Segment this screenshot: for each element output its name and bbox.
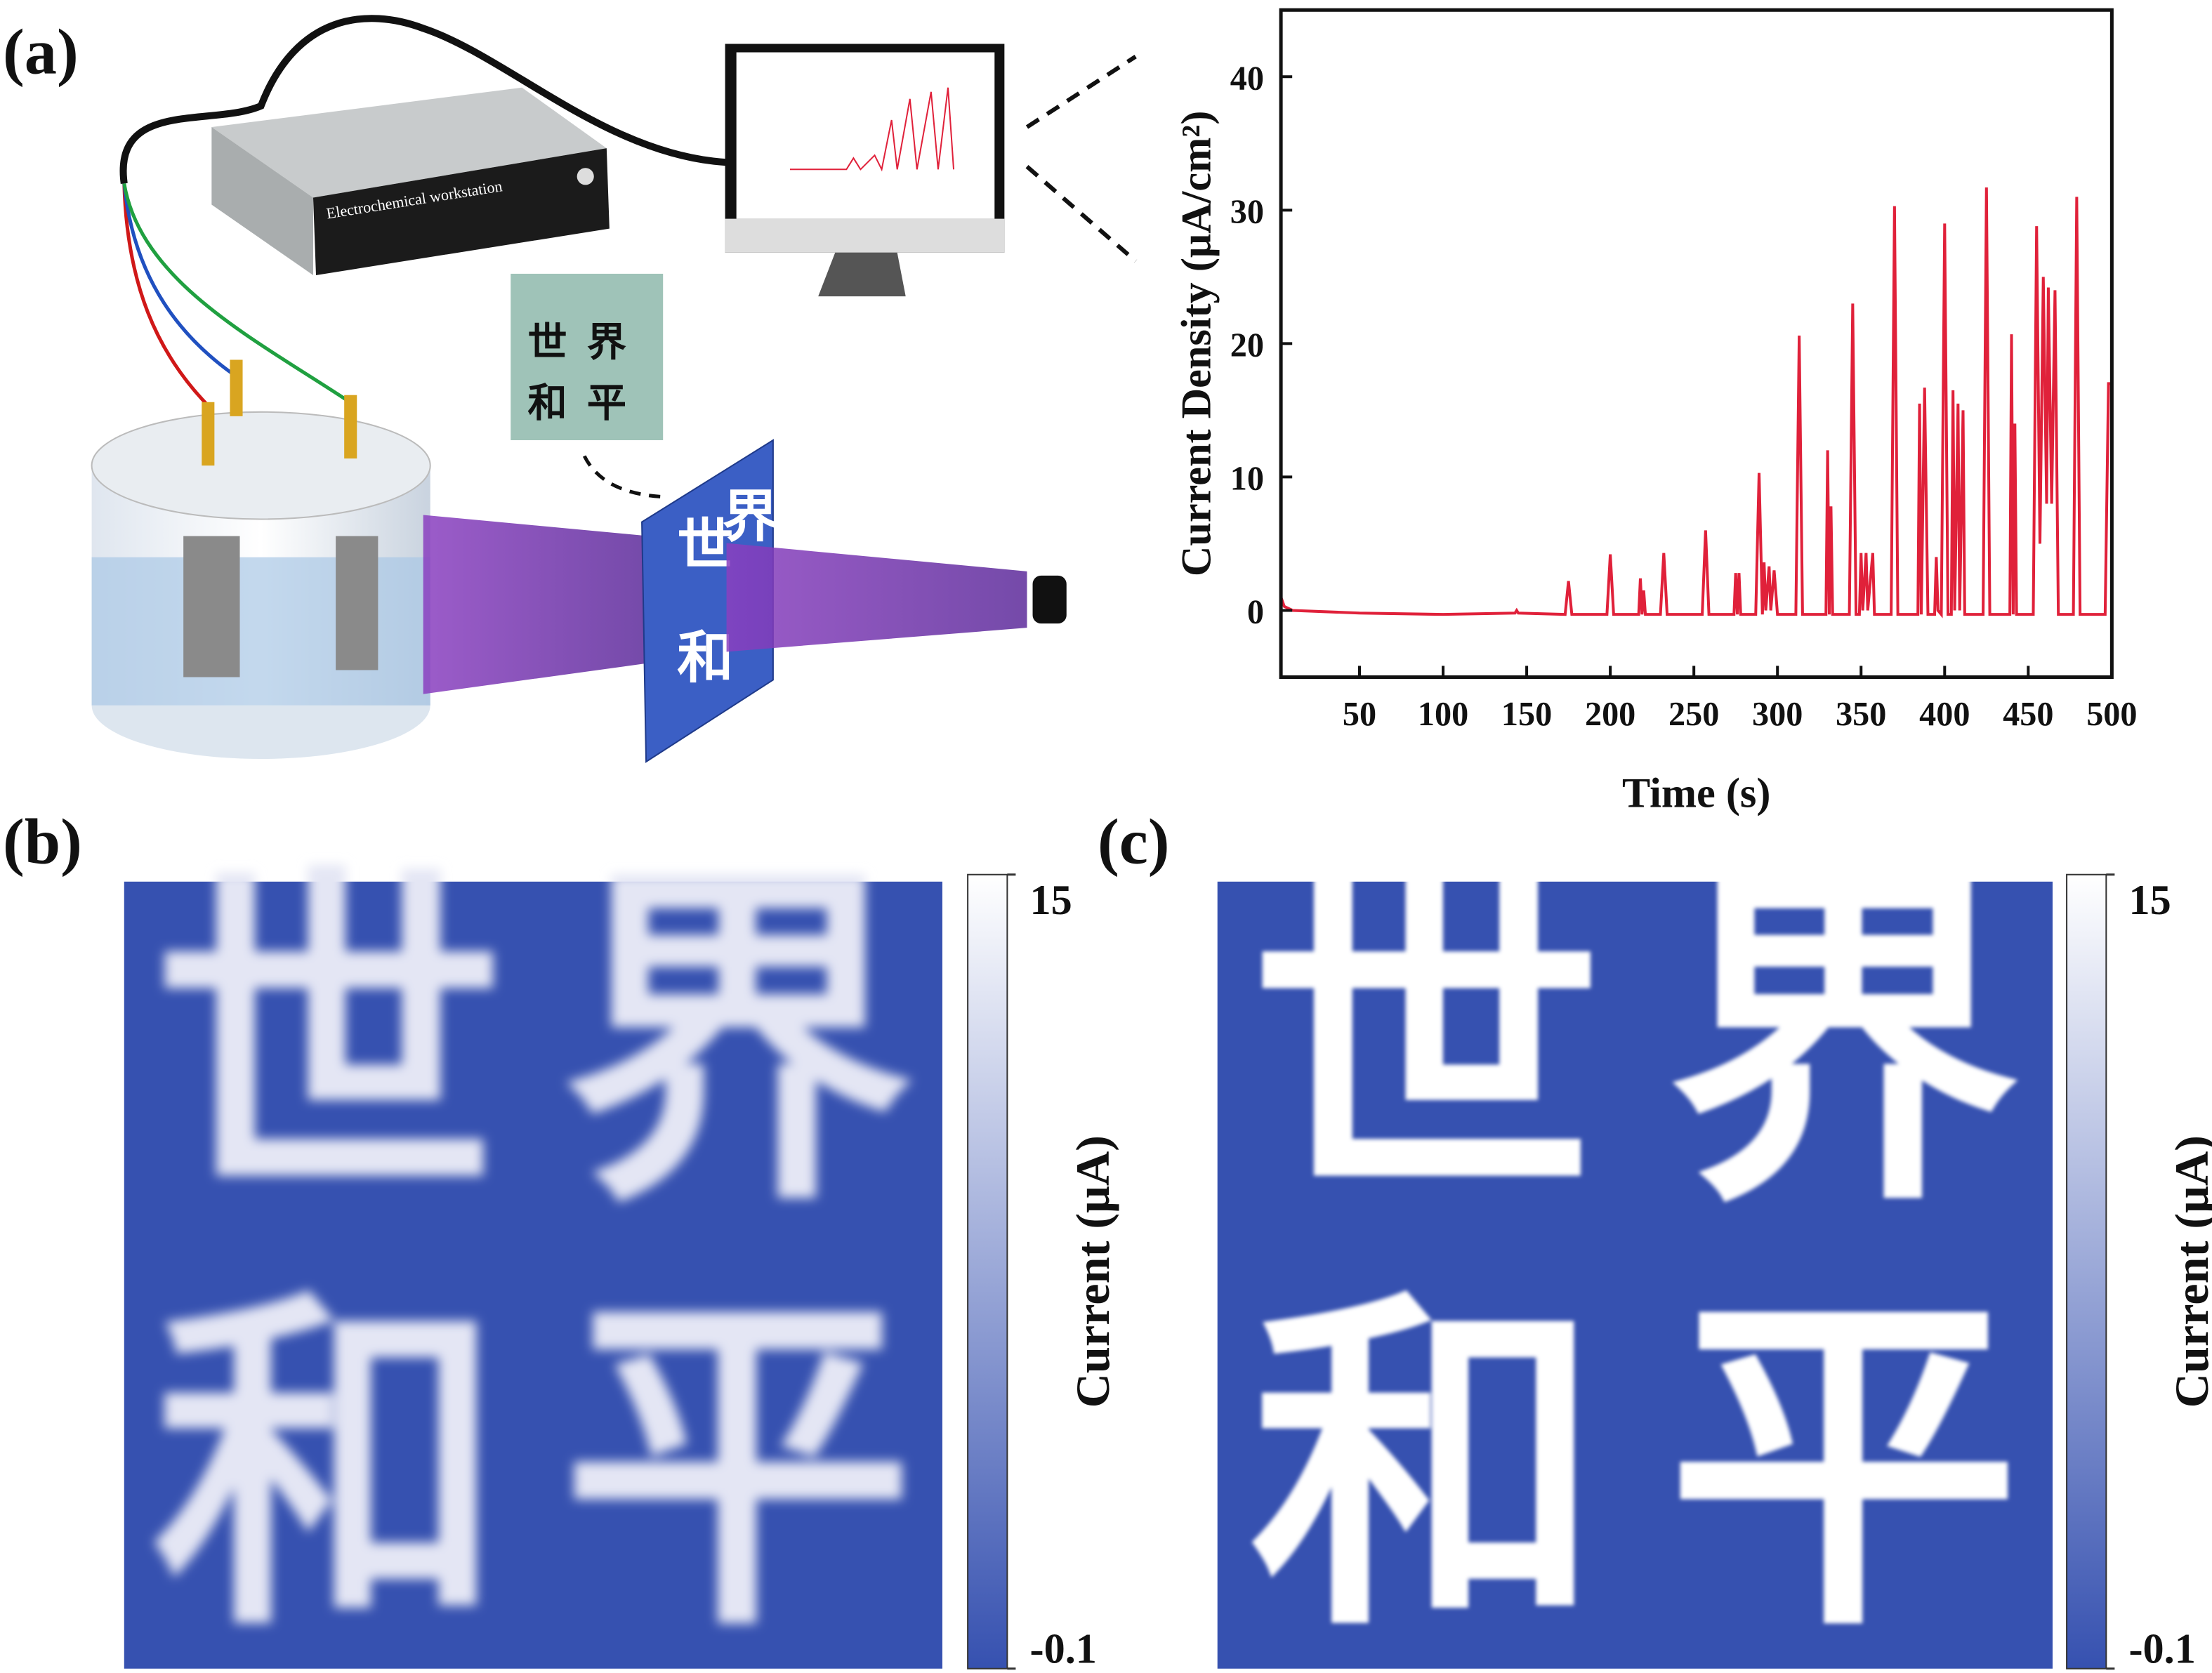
heatmap-panel: 世界和平 -0.1 15 Current (μA) bbox=[124, 838, 1119, 1673]
photo-arrow bbox=[579, 448, 661, 498]
electrode bbox=[336, 536, 378, 670]
mask-char: 界 bbox=[723, 484, 779, 550]
electrode bbox=[183, 536, 240, 677]
heatmap-character: 世 bbox=[1250, 838, 1602, 1248]
x-tick-label: 300 bbox=[1752, 696, 1803, 733]
pin bbox=[344, 395, 357, 459]
workstation-side bbox=[211, 127, 313, 275]
zoom-line bbox=[1025, 164, 1138, 263]
beam bbox=[423, 515, 650, 694]
heatmap-character: 和 bbox=[152, 1264, 505, 1673]
monitor-trace bbox=[790, 87, 955, 172]
y-tick-label: 0 bbox=[1247, 594, 1264, 631]
y-tick-label: 20 bbox=[1230, 326, 1264, 364]
mask-char: 世 bbox=[677, 512, 733, 578]
photo-char: 界 bbox=[587, 319, 626, 365]
photo-char: 世 bbox=[527, 319, 567, 365]
monitor-bezel bbox=[725, 218, 1005, 253]
heatmap-character: 世 bbox=[152, 838, 505, 1248]
x-tick-label: 200 bbox=[1585, 696, 1635, 733]
y-axis-label: Current Density (μA/cm²) bbox=[1173, 111, 1220, 577]
heatmap-character: 平 bbox=[1668, 1264, 2020, 1673]
colorbar-tick-label: -0.1 bbox=[1030, 1626, 1097, 1673]
workstation-knob bbox=[577, 168, 594, 185]
workstation-front bbox=[312, 148, 610, 275]
mask-char: 和 bbox=[677, 624, 733, 690]
panel-label: (a) bbox=[3, 16, 79, 88]
wire-green bbox=[122, 183, 351, 404]
colorbar-tick-label: 15 bbox=[2128, 877, 2171, 924]
heatmap-character: 平 bbox=[562, 1264, 914, 1673]
monitor-stand bbox=[818, 252, 906, 297]
y-tick-label: 10 bbox=[1230, 461, 1264, 498]
heatmap-character: 和 bbox=[1250, 1264, 1602, 1673]
laser bbox=[1032, 575, 1067, 624]
x-tick-label: 50 bbox=[1343, 696, 1376, 733]
pin bbox=[202, 402, 215, 466]
zoom-line bbox=[1025, 55, 1137, 129]
photo-char: 平 bbox=[587, 381, 626, 426]
workstation-top bbox=[211, 87, 607, 198]
x-tick-label: 250 bbox=[1668, 696, 1719, 733]
wire-red bbox=[122, 183, 213, 411]
setup-diagram: Electrochemical workstation 世 界 和 平 世 界 … bbox=[91, 15, 1138, 763]
heatmap-character: 界 bbox=[562, 838, 914, 1248]
heatmap-panel: 世界和平 -0.1 15 Current (μA) bbox=[1217, 838, 2212, 1673]
colorbar-label: Current (μA) bbox=[2165, 1135, 2212, 1408]
heatmap-background bbox=[124, 881, 942, 1669]
x-tick-label: 450 bbox=[2003, 696, 2053, 733]
panel-label: (b) bbox=[3, 806, 82, 878]
x-tick-label: 100 bbox=[1418, 696, 1468, 733]
monitor-screen bbox=[736, 52, 995, 219]
photo-char: 和 bbox=[527, 381, 567, 426]
colorbar-label: Current (μA) bbox=[1066, 1135, 1119, 1408]
colorbar bbox=[967, 873, 1008, 1669]
beam bbox=[726, 543, 1027, 652]
electrolyte bbox=[91, 557, 430, 706]
colorbar bbox=[2066, 873, 2107, 1669]
y-tick-label: 30 bbox=[1230, 193, 1264, 230]
cable bbox=[119, 15, 727, 185]
x-tick-label: 400 bbox=[1919, 696, 1970, 733]
heatmap-background bbox=[1217, 881, 2053, 1669]
cell-lid bbox=[91, 411, 431, 520]
colorbar-tick-label: 15 bbox=[1030, 877, 1072, 924]
colorbar-tick-label: -0.1 bbox=[2128, 1626, 2195, 1673]
x-tick-label: 150 bbox=[1501, 696, 1552, 733]
y-tick-label: 40 bbox=[1230, 60, 1264, 97]
photo bbox=[511, 273, 664, 440]
mask bbox=[641, 439, 774, 763]
data-line bbox=[1279, 187, 2110, 619]
heatmap-character: 界 bbox=[1668, 838, 2020, 1248]
panel-label: (c) bbox=[1098, 806, 1170, 878]
x-axis-label: Time (s) bbox=[1622, 769, 1770, 816]
pin bbox=[230, 359, 243, 416]
wire-blue bbox=[122, 183, 234, 376]
x-tick-label: 500 bbox=[2086, 696, 2137, 733]
line-chart: Time (s) Current Density (μA/cm²) 50 100 1… bbox=[1173, 8, 2138, 816]
x-tick-label: 350 bbox=[1836, 696, 1886, 733]
